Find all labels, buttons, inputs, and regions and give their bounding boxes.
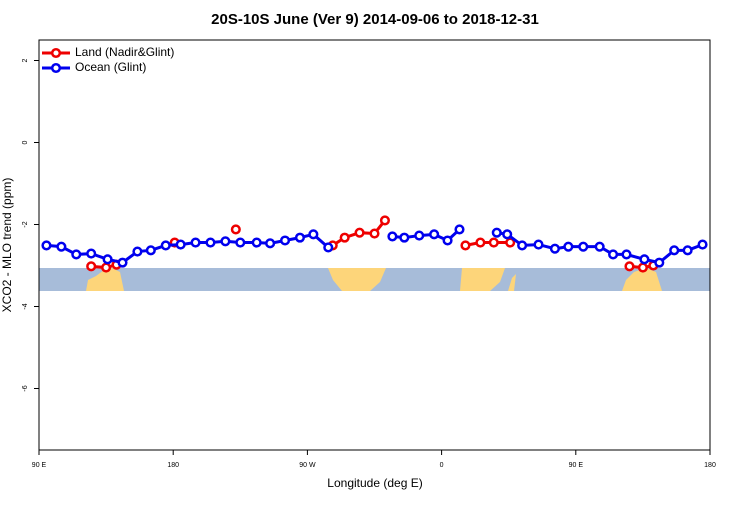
data-point xyxy=(71,249,82,260)
plot-frame xyxy=(38,39,711,451)
y-tick-label: 2 xyxy=(22,58,29,62)
data-point xyxy=(533,239,544,250)
data-point xyxy=(505,237,516,248)
map-strip xyxy=(39,268,710,291)
x-tick-label: 180 xyxy=(704,462,716,469)
data-point xyxy=(354,227,365,238)
data-point xyxy=(41,240,52,251)
x-tick-label: 180 xyxy=(167,462,179,469)
data-point xyxy=(294,232,305,243)
data-point xyxy=(369,228,380,239)
data-point xyxy=(230,224,241,235)
data-point xyxy=(117,257,128,268)
data-point xyxy=(460,240,471,251)
data-point xyxy=(339,232,350,243)
chart-title: 20S-10S June (Ver 9) 2014-09-06 to 2018-… xyxy=(211,11,539,28)
land-shape xyxy=(86,268,124,291)
data-point xyxy=(86,248,97,259)
x-tick-label: 90 W xyxy=(299,462,316,469)
x-tick-label: 0 xyxy=(440,462,444,469)
data-point xyxy=(145,245,156,256)
data-point xyxy=(624,261,635,272)
data-point xyxy=(265,238,276,249)
y-axis-label: XCO2 - MLO trend (ppm) xyxy=(0,178,14,313)
legend-marker xyxy=(50,47,62,59)
data-point xyxy=(387,231,398,242)
data-point xyxy=(429,229,440,240)
data-point xyxy=(578,241,589,252)
data-point xyxy=(517,240,528,251)
data-point xyxy=(697,239,708,250)
data-point xyxy=(442,235,453,246)
data-point xyxy=(488,237,499,248)
x-tick-label: 90 E xyxy=(32,462,47,469)
x-axis-label: Longitude (deg E) xyxy=(327,476,422,490)
data-point xyxy=(235,237,246,248)
data-point xyxy=(682,245,693,256)
legend-label: Ocean (Glint) xyxy=(75,60,146,74)
land-shape xyxy=(508,274,516,291)
x-tick-label: 90 E xyxy=(569,462,584,469)
data-point xyxy=(621,249,632,260)
data-point xyxy=(279,235,291,246)
data-point xyxy=(669,245,680,256)
data-point xyxy=(190,237,201,248)
land-shape xyxy=(460,268,505,291)
data-point xyxy=(56,241,67,252)
land-shape xyxy=(622,268,662,291)
data-point xyxy=(251,237,262,248)
y-tick-label: -6 xyxy=(22,385,29,391)
data-point xyxy=(175,239,186,250)
data-point xyxy=(594,241,605,252)
data-point xyxy=(323,242,334,253)
data-point xyxy=(563,241,574,252)
y-tick-label: 0 xyxy=(22,140,29,144)
data-point xyxy=(308,229,319,240)
data-point xyxy=(637,262,648,273)
data-point xyxy=(220,236,231,247)
legend-marker xyxy=(50,62,62,74)
data-point xyxy=(414,230,425,241)
legend-label: Land (Nadir&Glint) xyxy=(75,45,174,59)
data-point xyxy=(101,262,112,273)
data-point xyxy=(102,254,113,265)
data-point xyxy=(654,257,665,268)
data-point xyxy=(608,249,619,260)
data-point xyxy=(379,215,390,226)
data-point xyxy=(549,243,560,254)
y-tick-label: -4 xyxy=(22,303,29,309)
data-point xyxy=(502,229,513,240)
data-point xyxy=(132,246,143,257)
y-tick-label: -2 xyxy=(22,221,29,227)
data-point xyxy=(475,237,486,248)
data-point xyxy=(160,240,171,251)
land-shape xyxy=(328,268,386,291)
data-point xyxy=(205,237,216,248)
data-point xyxy=(454,224,465,235)
data-point xyxy=(399,232,410,243)
data-point xyxy=(86,261,97,272)
data-point xyxy=(491,227,502,238)
data-point xyxy=(639,254,650,265)
